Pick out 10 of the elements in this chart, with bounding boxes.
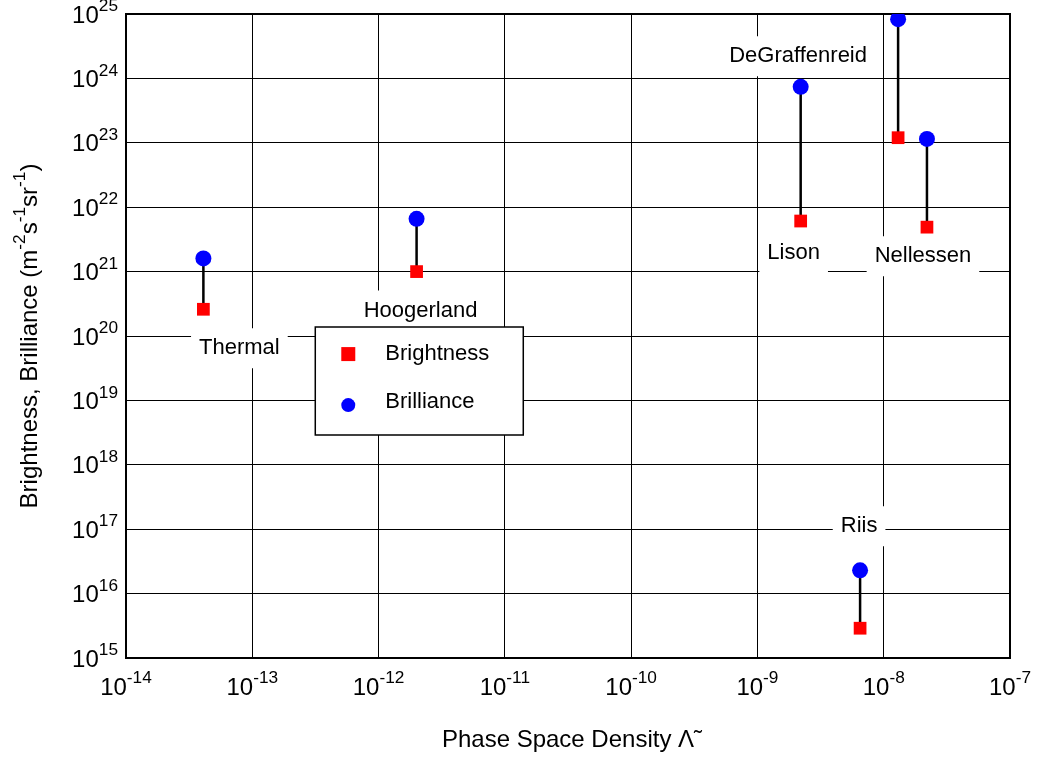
legend-label: Brilliance [385, 388, 475, 414]
y-axis-title: Brightness, Brilliance (m-2s-1sr-1) [9, 163, 42, 509]
annotation: Hoogerland [363, 296, 478, 322]
annotation: Lison [767, 239, 820, 265]
annotation: Thermal [199, 334, 280, 360]
annotation: DeGraffenreid [729, 42, 867, 68]
legend-label: Brightness [385, 340, 490, 366]
annotation: Nellessen [874, 242, 972, 268]
annotation: Riis [840, 512, 878, 538]
x-axis-title: Phase Space Density Λ̃ [441, 724, 704, 752]
